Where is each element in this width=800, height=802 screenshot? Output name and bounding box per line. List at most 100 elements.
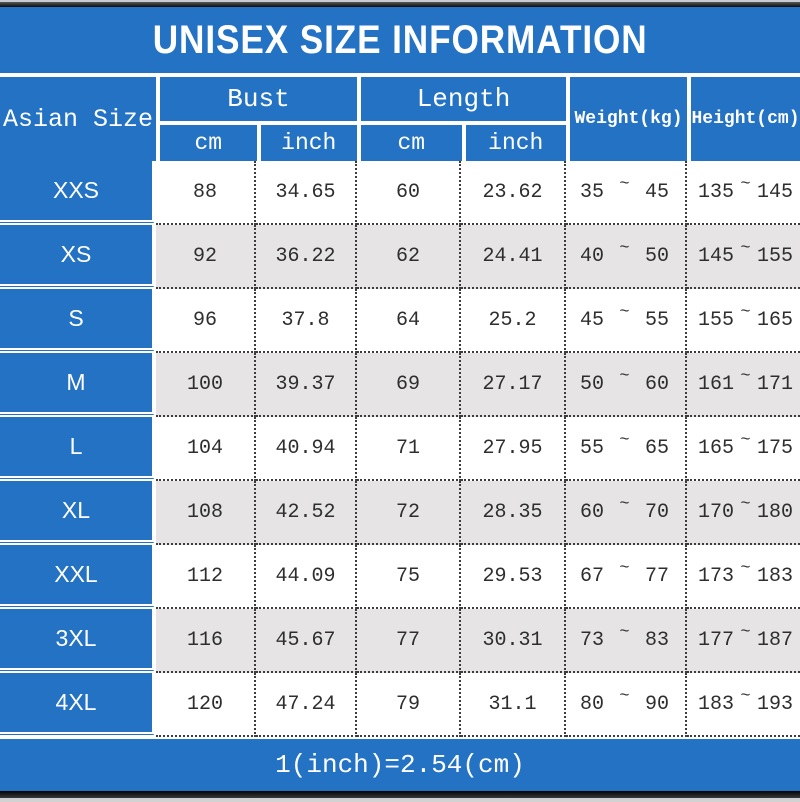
height-max-value: 171 (756, 372, 793, 396)
bust-cm-cell: 88 (156, 161, 256, 225)
bust-cm-cell: 112 (156, 545, 256, 609)
tilde-separator: ~ (740, 494, 751, 514)
table-row: 3XL 116 45.67 77 30.31 73 ~ 83 177 ~ 187 (0, 609, 800, 673)
weight-range-cell: 60 ~ 70 (566, 481, 687, 545)
height-min-value: 161 (698, 372, 735, 396)
length-inch-cell: 29.53 (461, 545, 566, 609)
bust-inch-cell: 47.24 (256, 673, 357, 737)
height-max-value: 145 (756, 180, 793, 204)
weight-max-value: 83 (644, 628, 669, 652)
tilde-separator: ~ (619, 366, 630, 386)
tilde-separator: ~ (740, 302, 751, 322)
size-label-cell: XXS (0, 161, 156, 225)
bust-inch-cell: 39.37 (256, 353, 357, 417)
tilde-separator: ~ (740, 558, 751, 578)
height-min-value: 155 (698, 308, 735, 332)
weight-min-value: 55 (580, 436, 605, 460)
conversion-note: 1(inch)=2.54(cm) (275, 750, 525, 780)
length-cm-cell: 79 (357, 673, 461, 737)
tilde-separator: ~ (740, 622, 751, 642)
length-inch-cell: 27.17 (461, 353, 566, 417)
weight-range-cell: 35 ~ 45 (566, 161, 687, 225)
height-range-cell: 170 ~ 180 (687, 481, 800, 545)
bust-cm-cell: 116 (156, 609, 256, 673)
table-row: XS 92 36.22 62 24.41 40 ~ 50 145 ~ 155 (0, 225, 800, 289)
tilde-separator: ~ (740, 238, 751, 258)
subheader-length-cm: cm (397, 130, 426, 156)
weight-min-value: 50 (580, 372, 605, 396)
weight-max-value: 70 (644, 500, 669, 524)
table-row: S 96 37.8 64 25.2 45 ~ 55 155 ~ 165 (0, 289, 800, 353)
height-min-value: 177 (698, 628, 735, 652)
weight-range-cell: 50 ~ 60 (566, 353, 687, 417)
weight-min-value: 40 (580, 244, 605, 268)
size-label-cell: XXL (0, 545, 156, 609)
tilde-separator: ~ (740, 430, 751, 450)
tilde-separator: ~ (619, 622, 630, 642)
bust-cm-cell: 100 (156, 353, 256, 417)
height-min-value: 173 (698, 564, 735, 588)
size-label-cell: XL (0, 481, 156, 545)
length-cm-cell: 72 (357, 481, 461, 545)
height-min-value: 170 (698, 500, 735, 524)
size-label-cell: M (0, 353, 156, 417)
bust-inch-cell: 36.22 (256, 225, 357, 289)
bust-inch-cell: 44.09 (256, 545, 357, 609)
column-header-weight: Weight(kg) (566, 77, 687, 161)
table-header: Asian Size Bust cm inch Length cm inch W… (0, 77, 800, 161)
length-cm-cell: 77 (357, 609, 461, 673)
height-range-cell: 165 ~ 175 (687, 417, 800, 481)
size-label-cell: XS (0, 225, 156, 289)
bust-inch-cell: 42.52 (256, 481, 357, 545)
weight-max-value: 77 (644, 564, 669, 588)
weight-max-value: 65 (644, 436, 669, 460)
length-inch-cell: 23.62 (461, 161, 566, 225)
length-inch-cell: 30.31 (461, 609, 566, 673)
top-edge-line (0, 0, 800, 2)
height-min-value: 135 (698, 180, 735, 204)
size-label-cell: 3XL (0, 609, 156, 673)
subheader-length-inch: inch (461, 125, 567, 161)
bust-cm-cell: 104 (156, 417, 256, 481)
table-row: XL 108 42.52 72 28.35 60 ~ 70 170 ~ 180 (0, 481, 800, 545)
size-label-cell: S (0, 289, 156, 353)
table-row: M 100 39.37 69 27.17 50 ~ 60 161 ~ 171 (0, 353, 800, 417)
weight-min-value: 35 (580, 180, 605, 204)
column-header-bust: Bust (160, 77, 357, 125)
bust-inch-cell: 34.65 (256, 161, 357, 225)
bust-cm-cell: 120 (156, 673, 256, 737)
bust-inch-cell: 40.94 (256, 417, 357, 481)
tilde-separator: ~ (619, 494, 630, 514)
length-cm-cell: 62 (357, 225, 461, 289)
bust-cm-cell: 92 (156, 225, 256, 289)
length-cm-cell: 75 (357, 545, 461, 609)
table-row: 4XL 120 47.24 79 31.1 80 ~ 90 183 ~ 193 (0, 673, 800, 737)
top-black-bar (0, 2, 800, 7)
bottom-black-bar (0, 791, 800, 798)
height-max-value: 187 (756, 628, 793, 652)
height-max-value: 183 (756, 564, 793, 588)
length-cm-cell: 64 (357, 289, 461, 353)
height-range-cell: 135 ~ 145 (687, 161, 800, 225)
length-inch-cell: 31.1 (461, 673, 566, 737)
height-max-value: 155 (756, 244, 793, 268)
height-max-value: 175 (756, 436, 793, 460)
height-min-value: 183 (698, 692, 735, 716)
column-group-bust: Bust cm inch (156, 77, 357, 161)
weight-max-value: 55 (644, 308, 669, 332)
bust-cm-cell: 108 (156, 481, 256, 545)
weight-min-value: 45 (580, 308, 605, 332)
tilde-separator: ~ (619, 238, 630, 258)
height-range-cell: 173 ~ 183 (687, 545, 800, 609)
weight-range-cell: 73 ~ 83 (566, 609, 687, 673)
bust-inch-cell: 45.67 (256, 609, 357, 673)
weight-min-value: 67 (580, 564, 605, 588)
tilde-separator: ~ (740, 366, 751, 386)
tilde-separator: ~ (619, 430, 630, 450)
height-range-cell: 177 ~ 187 (687, 609, 800, 673)
table-row: L 104 40.94 71 27.95 55 ~ 65 165 ~ 175 (0, 417, 800, 481)
height-range-cell: 145 ~ 155 (687, 225, 800, 289)
bust-subheader-row: cm inch (160, 125, 357, 161)
page-title: UNISEX SIZE INFORMATION (152, 17, 648, 62)
length-inch-cell: 27.95 (461, 417, 566, 481)
